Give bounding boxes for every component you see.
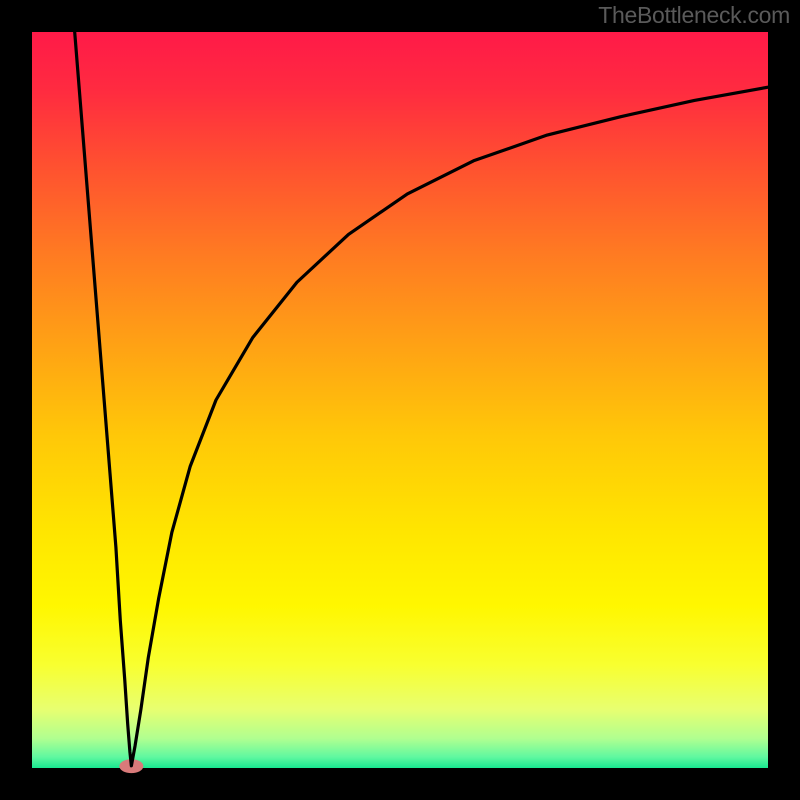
- chart-plot-background: [32, 32, 768, 768]
- watermark-text: TheBottleneck.com: [598, 2, 790, 29]
- bottleneck-chart: [0, 0, 800, 800]
- chart-container: TheBottleneck.com: [0, 0, 800, 800]
